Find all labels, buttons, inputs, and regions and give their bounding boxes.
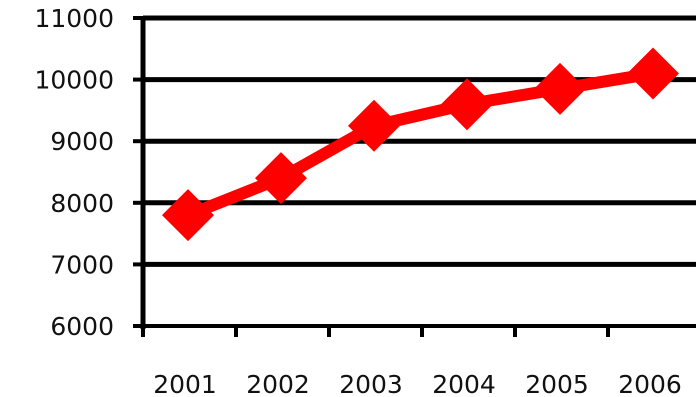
- x-tick-label-2004: 2004: [432, 370, 496, 397]
- y-tick-label-10000: 10000: [34, 66, 114, 95]
- data-point-2005: [534, 62, 586, 115]
- x-tick-label-2003: 2003: [339, 370, 403, 397]
- y-tick-label-9000: 9000: [50, 127, 114, 156]
- x-tick-label-2001: 2001: [153, 370, 217, 397]
- y-tick-label-11000: 11000: [34, 4, 114, 33]
- data-point-2004: [441, 78, 493, 131]
- data-point-2006: [627, 47, 679, 100]
- axes: [133, 16, 696, 337]
- y-axis-tick-labels: 6000 7000 8000 9000 10000 11000: [34, 4, 114, 341]
- x-tick-label-2005: 2005: [525, 370, 589, 397]
- data-point-2003: [348, 99, 400, 152]
- series-markers: [162, 47, 679, 242]
- data-point-2002: [255, 152, 307, 205]
- series-line: [185, 67, 654, 221]
- x-tick-label-2002: 2002: [246, 370, 310, 397]
- series-line-group: [185, 67, 654, 221]
- x-tick-label-2006: 2006: [618, 370, 682, 397]
- x-axis-tick-labels: 2001 2002 2003 2004 2005 2006: [153, 370, 682, 397]
- data-point-2001: [162, 189, 214, 242]
- y-tick-label-8000: 8000: [50, 189, 114, 218]
- y-tick-label-6000: 6000: [50, 312, 114, 341]
- y-tick-label-7000: 7000: [50, 250, 114, 279]
- grid-lines: [143, 15, 696, 267]
